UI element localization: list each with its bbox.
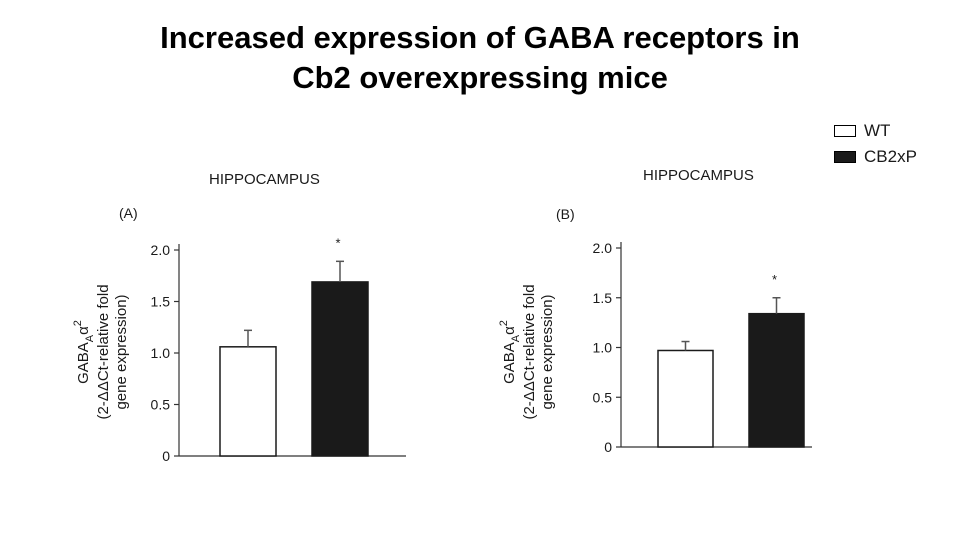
panel-a-bar-cb2xp: [311, 281, 369, 457]
chart-panel-b: HIPPOCAMPUS(B)00.51.01.52.0*GABAAα2 (2-ΔΔ…: [498, 167, 812, 455]
panel-a-title: HIPPOCAMPUS: [209, 171, 320, 188]
panel-b-ylabel-line-2: (2-ΔΔCt-relative fold: [521, 284, 538, 419]
legend-swatch-wt: [834, 125, 856, 137]
panel-a-tick-label: 0: [162, 448, 170, 464]
panel-a-ylabel-line-3: gene expression): [113, 294, 130, 409]
legend-label-wt: WT: [864, 121, 891, 140]
panel-a-bar-wt: [219, 346, 277, 457]
panel-b-ylabel-line-1: GABAAα2: [498, 320, 522, 384]
panel-a-ylabel-part: 2: [72, 320, 84, 326]
panel-b-tick-label: 2.0: [593, 240, 613, 256]
slide-title-line-2: Cb2 overexpressing mice: [292, 60, 668, 95]
panel-b-label: (B): [556, 206, 575, 222]
panel-b-tick-label: 0.5: [593, 389, 613, 405]
chart-panel-a: HIPPOCAMPUS(A)00.51.01.52.0 *GABAAα2 (2-ΔΔ…: [72, 171, 406, 464]
panel-a-ylabel-part: α: [75, 326, 92, 335]
legend-label-cb2xp: CB2xP: [864, 147, 917, 166]
panel-b-tick-label: 1.5: [593, 290, 613, 306]
panel-a-label: (A): [119, 205, 138, 221]
panel-a-ylabel-line-1: GABAAα2: [72, 320, 96, 384]
panel-b-tick-label: 0: [604, 439, 612, 455]
panel-b-title: HIPPOCAMPUS: [643, 167, 754, 184]
panel-a-ylabel-line-2: (2-ΔΔCt-relative fold: [95, 284, 112, 419]
panel-a-tick-label: 2.0: [151, 242, 171, 258]
panel-a-tick-label: 1.5: [151, 294, 171, 310]
panel-a-ylabel: GABAAα2 (2-ΔΔCt-relative fold gene express…: [72, 284, 130, 419]
panel-a-significance-marker: *: [335, 235, 340, 250]
panel-a-tick-label: 0.5: [151, 397, 171, 413]
panel-b-tick-label: 1.0: [593, 340, 613, 356]
panel-a-ylabel-part: GABA: [75, 342, 92, 384]
panel-b-ylabel-part: A: [510, 334, 522, 342]
slide-title-line-1: Increased expression of GABA receptors i…: [160, 20, 800, 55]
panel-b-ylabel-line-3: gene expression): [539, 294, 556, 409]
panel-b-ylabel: GABAAα2 (2-ΔΔCt-relative fold gene express…: [498, 284, 556, 419]
panel-b-significance-marker: *: [772, 272, 777, 287]
panel-a-ylabel-part: A: [84, 334, 96, 342]
panel-a-tick-label: 1.0: [151, 345, 171, 361]
panel-b-ylabel-part: 2: [498, 320, 510, 326]
legend-swatch-cb2xp: [834, 151, 856, 163]
panel-b-ylabel-part: GABA: [501, 342, 518, 384]
panel-b-bar-wt: [657, 349, 714, 448]
panel-b-bar-cb2xp: [748, 312, 805, 448]
panel-b-ylabel-part: α: [501, 326, 518, 335]
slide-title: Increased expression of GABA receptors i…: [0, 18, 960, 98]
